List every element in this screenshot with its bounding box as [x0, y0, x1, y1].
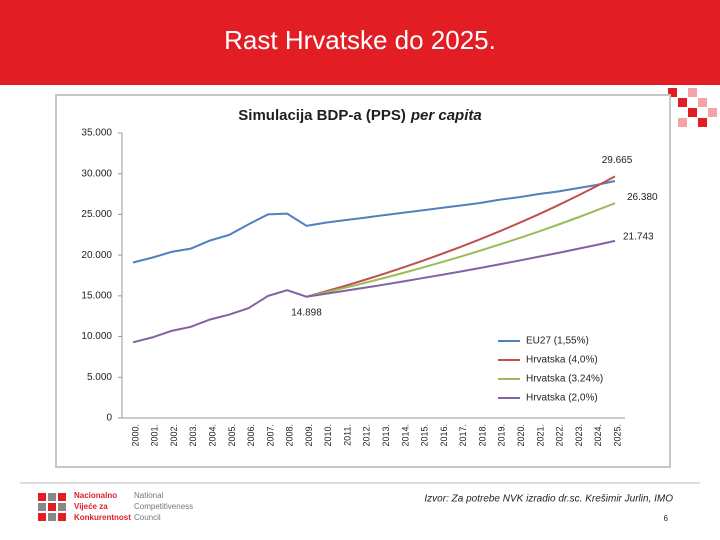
value-label: 14.898	[291, 307, 322, 318]
x-tick-label: 2023.	[574, 424, 584, 447]
page-number: 6	[664, 514, 669, 523]
x-tick-label: 2018.	[477, 424, 487, 447]
y-tick-label: 30.000	[81, 168, 112, 179]
value-label: 21.743	[623, 232, 654, 243]
logo-text-hr: Vijeće za	[74, 502, 108, 511]
x-tick-label: 2006.	[246, 424, 256, 447]
x-tick-label: 2025.	[612, 424, 622, 447]
logo-text: Nacionalno Vijeće za Konkurentnost National…	[74, 491, 193, 522]
x-tick-label: 2015.	[420, 424, 430, 447]
y-tick-label: 5.000	[87, 372, 112, 383]
chart-title-emphasis: per capita	[410, 107, 482, 124]
x-tick-label: 2009.	[304, 424, 314, 447]
x-tick-label: 2007.	[265, 424, 275, 447]
x-tick-label: 2002.	[169, 424, 179, 447]
legend-label: EU27 (1,55%)	[526, 336, 589, 347]
x-tick-label: 2008.	[285, 424, 295, 447]
source: Izvor: Za potrebe NVK izradio dr.sc. Kre…	[424, 494, 673, 505]
series-line	[132, 180, 616, 264]
y-tick-label: 0	[106, 413, 112, 424]
x-tick-label: 2011.	[342, 424, 352, 446]
logo-text-en: Competitiveness	[134, 502, 193, 511]
x-tick-label: 2013.	[381, 424, 391, 447]
logo-text-hr: Konkurentnost	[74, 513, 131, 522]
value-label: 29.665	[602, 155, 633, 166]
x-tick-label: 2016.	[439, 424, 449, 447]
legend-label: Hrvatska (4,0%)	[526, 355, 598, 366]
header-band	[0, 0, 720, 85]
x-tick-label: 2024.	[593, 424, 603, 447]
slide-title: Rast Hrvatske do 2025.	[224, 25, 496, 55]
x-tick-label: 2014.	[400, 424, 410, 447]
chart-title: Simulacija BDP-a (PPS) per capita	[238, 107, 481, 124]
x-tick-label: 2021.	[535, 424, 545, 447]
y-tick-label: 35.000	[81, 128, 112, 139]
logo	[38, 493, 66, 521]
value-label: 26.380	[627, 192, 658, 203]
x-tick-label: 2017.	[458, 424, 468, 447]
y-tick-label: 20.000	[81, 250, 112, 261]
x-tick-label: 2001.	[150, 424, 160, 447]
y-tick-label: 25.000	[81, 209, 112, 220]
series-line	[306, 175, 616, 298]
chart-title-main: Simulacija BDP-a (PPS)	[238, 107, 406, 124]
x-tick-label: 2020.	[516, 424, 526, 447]
x-tick-label: 2003.	[188, 424, 198, 447]
y-tick-label: 15.000	[81, 290, 112, 301]
legend-label: Hrvatska (2,0%)	[526, 393, 598, 404]
x-tick-label: 2005.	[227, 424, 237, 447]
x-tick-label: 2010.	[323, 424, 333, 447]
x-tick-label: 2004.	[207, 424, 217, 447]
series-line	[306, 202, 616, 298]
x-tick-label: 2000.	[130, 424, 140, 447]
plot: 0 5.000 10.000 15.000 20.000 25.000 30.000 35.0…	[81, 128, 658, 447]
decor-squares	[668, 88, 717, 127]
x-tick-label: 2012.	[362, 424, 372, 447]
y-tick-label: 10.000	[81, 331, 112, 342]
logo-text-hr: Nacionalno	[74, 491, 117, 500]
logo-text-en: Council	[134, 513, 161, 522]
series-line	[132, 239, 616, 344]
legend-label: Hrvatska (3.24%)	[526, 374, 603, 385]
x-tick-label: 2022.	[555, 424, 565, 447]
logo-text-en: National	[134, 491, 164, 500]
x-tick-label: 2019.	[497, 424, 507, 447]
